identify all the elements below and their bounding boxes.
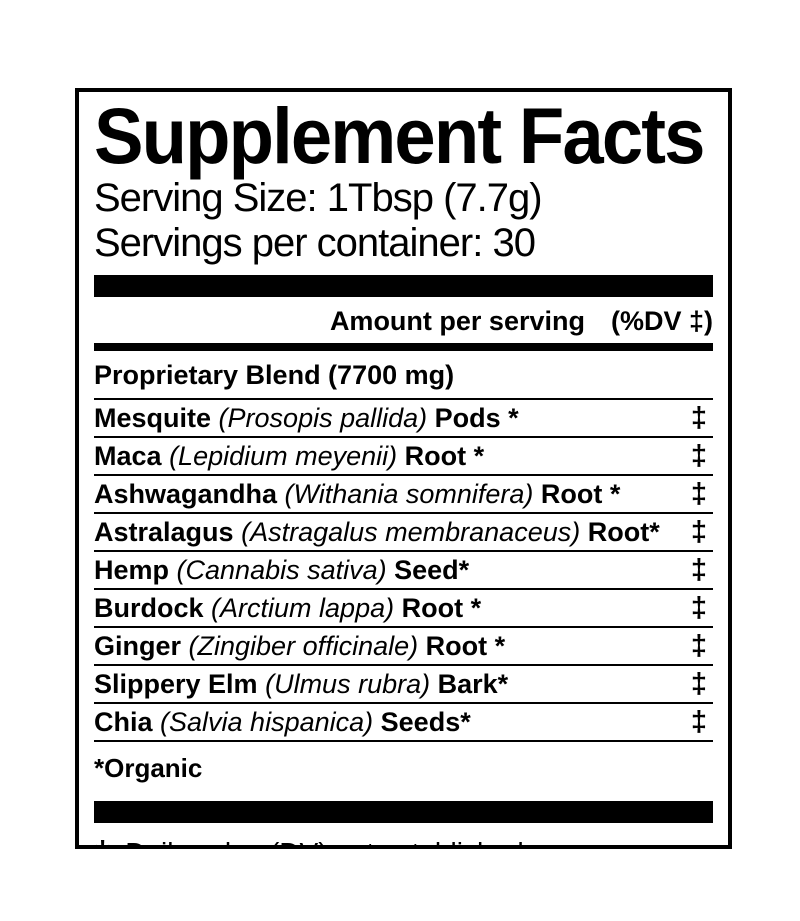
percent-dv-header: (%DV ‡)	[610, 306, 713, 336]
ingredient-name: Ginger	[94, 630, 182, 661]
ingredient-latin-name: (Ulmus rubra)	[265, 668, 431, 699]
ingredient-part: Root *	[540, 478, 621, 509]
ingredient-name: Mesquite	[94, 402, 212, 433]
panel-title: Supplement Facts	[94, 91, 705, 180]
ingredient-row-ashwagandha: Ashwagandha (Withania somnifera) Root * …	[94, 476, 713, 514]
ingredient-part: Bark*	[437, 668, 509, 699]
ingredient-row-astralagus: Astralagus (Astragalus membranaceus) Roo…	[94, 514, 713, 552]
servings-per-container-line: Servings per container: 30	[94, 221, 536, 265]
ingredient-name: Slippery Elm	[94, 668, 258, 699]
ingredient-name: Chia	[94, 706, 153, 737]
ingredient-latin-name: (Salvia hispanica)	[160, 706, 374, 737]
double-dagger-symbol: ‡	[690, 439, 707, 472]
ingredient-row-burdock: Burdock (Arctium lappa) Root * ‡	[94, 590, 713, 628]
ingredient-part: Root *	[404, 440, 485, 471]
dv-footnote-text: Daily value (DV) not established.	[125, 837, 531, 845]
ingredient-text: Astralagus (Astragalus membranaceus) Roo…	[94, 517, 660, 548]
ingredient-text: Hemp (Cannabis sativa) Seed*	[94, 555, 469, 586]
ingredient-text: Chia (Salvia hispanica) Seeds*	[94, 707, 471, 738]
ingredient-part: Root*	[587, 516, 660, 547]
double-dagger-symbol: ‡	[690, 629, 707, 662]
double-dagger-symbol: ‡	[690, 705, 707, 738]
proprietary-blend-row: Proprietary Blend (7700 mg)	[94, 351, 713, 400]
ingredient-row-mesquite: Mesquite (Prosopis pallida) Pods * ‡	[94, 400, 713, 438]
ingredient-latin-name: (Cannabis sativa)	[176, 554, 387, 585]
ingredient-part: Seed*	[394, 554, 470, 585]
ingredient-text: Slippery Elm (Ulmus rubra) Bark*	[94, 669, 508, 700]
ingredient-name: Ashwagandha	[94, 478, 278, 509]
serving-size-line: Serving Size: 1Tbsp (7.7g)	[94, 176, 543, 220]
double-dagger-symbol: ‡	[94, 834, 111, 845]
organic-footnote: *Organic	[94, 753, 203, 783]
double-dagger-symbol: ‡	[690, 553, 707, 586]
ingredient-text: Mesquite (Prosopis pallida) Pods *	[94, 403, 519, 434]
ingredient-name: Hemp	[94, 554, 170, 585]
ingredient-text: Ashwagandha (Withania somnifera) Root *	[94, 479, 620, 510]
ingredient-latin-name: (Arctium lappa)	[211, 592, 395, 623]
double-dagger-symbol: ‡	[690, 591, 707, 624]
ingredient-latin-name: (Astragalus membranaceus)	[241, 516, 581, 547]
divider-bar-thick-bottom	[94, 801, 713, 823]
double-dagger-symbol: ‡	[690, 515, 707, 548]
divider-bar-medium	[94, 343, 713, 351]
double-dagger-symbol: ‡	[690, 401, 707, 434]
ingredient-part: Root *	[425, 630, 506, 661]
column-header-row: Amount per serving (%DV ‡)	[94, 297, 713, 343]
ingredient-latin-name: (Prosopis pallida)	[218, 402, 428, 433]
ingredient-latin-name: (Zingiber officinale)	[188, 630, 419, 661]
divider-bar-thick-top	[94, 275, 713, 297]
ingredient-row-ginger: Ginger (Zingiber officinale) Root * ‡	[94, 628, 713, 666]
ingredient-part: Root *	[401, 592, 482, 623]
ingredient-part: Seeds*	[380, 706, 471, 737]
supplement-facts-panel: Supplement Facts Serving Size: 1Tbsp (7.…	[75, 88, 732, 849]
ingredient-name: Astralagus	[94, 516, 234, 547]
double-dagger-symbol: ‡	[690, 477, 707, 510]
ingredient-name: Burdock	[94, 592, 204, 623]
ingredient-name: Maca	[94, 440, 162, 471]
ingredient-latin-name: (Lepidium meyenii)	[169, 440, 398, 471]
ingredient-part: Pods *	[434, 402, 519, 433]
ingredient-row-chia: Chia (Salvia hispanica) Seeds* ‡	[94, 704, 713, 742]
ingredient-row-slippery-elm: Slippery Elm (Ulmus rubra) Bark* ‡	[94, 666, 713, 704]
double-dagger-symbol: ‡	[690, 667, 707, 700]
ingredient-text: Burdock (Arctium lappa) Root *	[94, 593, 481, 624]
ingredient-row-hemp: Hemp (Cannabis sativa) Seed* ‡	[94, 552, 713, 590]
ingredient-text: Maca (Lepidium meyenii) Root *	[94, 441, 484, 472]
ingredient-row-maca: Maca (Lepidium meyenii) Root * ‡	[94, 438, 713, 476]
amount-per-serving-header: Amount per serving	[329, 306, 585, 336]
ingredient-text: Ginger (Zingiber officinale) Root *	[94, 631, 505, 662]
dv-footnote: ‡ Daily value (DV) not established.	[94, 823, 713, 845]
ingredient-latin-name: (Withania somnifera)	[284, 478, 534, 509]
